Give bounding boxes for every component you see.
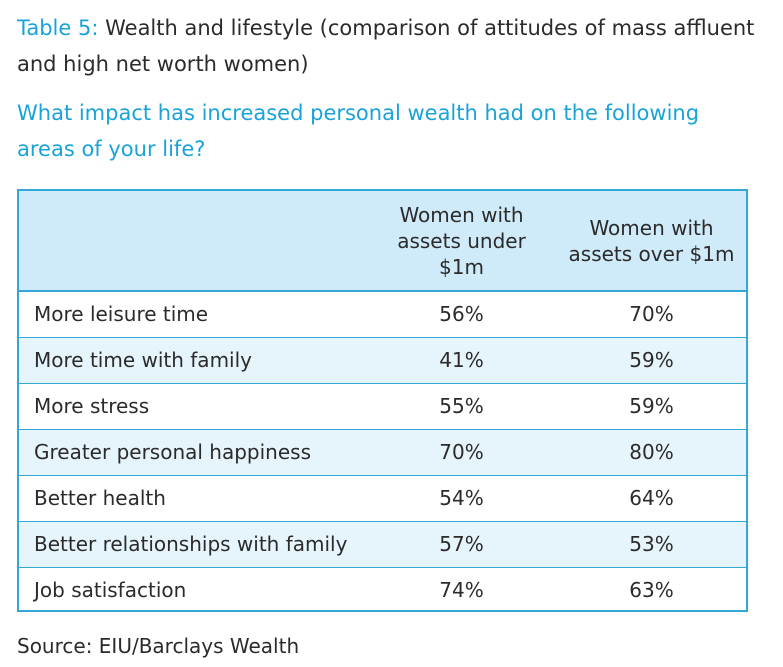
table-header: Women with assets under $1m Women with a… [19,191,746,292]
value-under-1m: 55% [366,382,557,429]
table-row: More time with family 41% 59% [19,336,746,383]
table-row: Greater personal happiness 70% 80% [19,428,746,475]
value-over-1m: 59% [557,382,746,429]
value-under-1m: 56% [439,302,484,327]
row-label: Better relationships with family [19,520,366,567]
value-under-1m: 41% [366,336,557,383]
value-over-1m: 63% [557,566,746,613]
table-question: What impact has increased personal wealt… [17,101,700,161]
value-under-1m: 74% [366,566,557,613]
value-under-1m: 57% [366,520,557,567]
data-table: Women with assets under $1m Women with a… [19,191,746,613]
data-table-frame: Women with assets under $1m Women with a… [17,189,748,613]
table-row: More stress 55% 59% [19,382,746,429]
header-row: Women with assets under $1m Women with a… [19,191,746,292]
value-over-1m: 59% [557,336,746,383]
header-cell-over-1m: Women with assets over $1m [557,191,746,292]
table-row: Job satisfaction 74% 63% [19,566,746,613]
table-row: Better relationships with family 57% 53% [19,520,746,567]
row-label: More time with family [19,336,366,383]
row-label: Better health [19,474,366,521]
value-under-1m: 54% [366,474,557,521]
table-title-text: Wealth and lifestyle (comparison of atti… [17,16,755,76]
table-number-label: Table 5: [17,16,99,40]
value-over-1m: 70% [629,302,674,327]
table-title: Table 5: Wealth and lifestyle (compariso… [17,10,767,82]
table-row: More leisure time 56% 70% [19,291,746,337]
table-row: Better health 54% 64% [19,474,746,521]
value-under-1m: 70% [366,428,557,475]
row-label: Job satisfaction [19,566,366,613]
row-label: More leisure time [34,302,209,327]
header-cell-blank [19,191,366,292]
value-over-1m: 53% [557,520,746,567]
row-label: Greater personal happiness [19,428,366,475]
header-cell-under-1m: Women with assets under $1m [366,191,557,292]
source-note: Source: EIU/Barclays Wealth [17,634,300,658]
value-over-1m: 80% [557,428,746,475]
row-label: More stress [19,382,366,429]
table-body: More leisure time 56% 70% More time with… [19,291,746,613]
value-over-1m: 64% [557,474,746,521]
